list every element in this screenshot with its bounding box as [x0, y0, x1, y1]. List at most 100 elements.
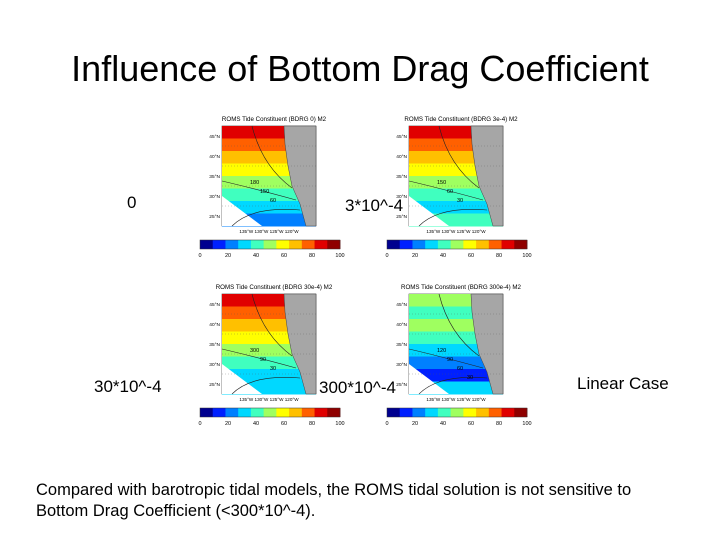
- colorbar-swatch: [488, 408, 502, 417]
- colorbar-swatch: [501, 240, 515, 249]
- colorbar-swatch: [387, 408, 401, 417]
- lat-tick-label: 30°N: [396, 362, 407, 368]
- lat-tick-label: 45°N: [209, 302, 220, 308]
- colorbar-tick-label: 100: [335, 421, 344, 427]
- lat-tick-label: 35°N: [396, 174, 407, 180]
- colorbar-tick-label: 80: [309, 253, 315, 259]
- contour-label: 60: [270, 198, 276, 204]
- ocean-band: [409, 188, 503, 202]
- colorbar-swatch: [387, 240, 401, 249]
- colorbar-tick-label: 100: [522, 421, 531, 427]
- contour-line: [251, 125, 293, 189]
- colorbar-swatch: [514, 240, 528, 249]
- contour-label: 300: [250, 348, 259, 354]
- colorbar-tick-label: 100: [335, 253, 344, 259]
- land-mass: [283, 125, 317, 227]
- contour-line: [438, 125, 480, 189]
- colorbar-swatch: [437, 240, 452, 249]
- lon-tick-labels: 135°W 130°W 125°W 120°W: [239, 397, 299, 402]
- colorbar-swatch: [327, 240, 341, 249]
- contour-line: [231, 377, 301, 395]
- colorbar-swatch: [425, 408, 439, 417]
- colorbar-swatch: [476, 408, 490, 417]
- colorbar-swatch: [437, 408, 452, 417]
- contour-label: 180: [250, 180, 259, 186]
- contour-line: [221, 348, 297, 369]
- contour-line: [408, 348, 484, 369]
- colorbar-tick-label: 40: [440, 253, 446, 259]
- map-title: ROMS Tide Constituent (BDRG 0) M2: [222, 116, 327, 123]
- colorbar-swatch: [263, 240, 277, 249]
- colorbar-swatch: [301, 240, 315, 249]
- lat-tick-label: 25°N: [396, 382, 407, 388]
- colorbar-swatch: [399, 240, 413, 249]
- contour-label: 30: [467, 375, 473, 381]
- colorbar-swatch: [200, 240, 214, 249]
- lat-tick-label: 40°N: [396, 154, 407, 160]
- colorbar-frame: [386, 239, 528, 250]
- colorbar-swatch: [200, 408, 214, 417]
- ocean-band: [222, 369, 316, 382]
- lon-tick-labels: 135°W 130°W 125°W 120°W: [426, 397, 486, 402]
- lat-tick-label: 40°N: [396, 322, 407, 328]
- lat-tick-label: 25°N: [209, 382, 220, 388]
- contour-label: 60: [457, 366, 463, 372]
- map-panel-bdrg-30e-4: ROMS Tide Constituent (BDRG 30e-4) M2 300…: [196, 280, 346, 443]
- colorbar-swatch: [425, 240, 439, 249]
- slide-title: Influence of Bottom Drag Coefficient: [71, 48, 649, 89]
- contour-label: 90: [260, 357, 266, 363]
- domain-mask: [222, 196, 262, 226]
- colorbar-swatch: [412, 408, 426, 417]
- colorbar-swatch: [314, 240, 328, 249]
- ocean-band: [409, 369, 503, 382]
- contour-label: 90: [447, 357, 453, 363]
- label-bdrg-30e-4: 30*10^-4: [94, 377, 162, 396]
- contour-line: [418, 377, 488, 395]
- contour-line: [408, 180, 484, 201]
- contour-label: 30: [270, 366, 276, 372]
- lat-tick-label: 35°N: [209, 342, 220, 348]
- colorbar-swatch: [450, 408, 464, 417]
- ocean-band: [222, 356, 316, 370]
- colorbar-swatch: [225, 408, 239, 417]
- colorbar-swatch: [488, 240, 502, 249]
- colorbar-swatch: [289, 240, 303, 249]
- colorbar-frame: [199, 239, 341, 250]
- label-linear-case: Linear Case: [577, 374, 669, 393]
- contour-line: [438, 293, 480, 357]
- colorbar-swatch: [212, 408, 226, 417]
- contour-label: 30: [457, 198, 463, 204]
- label-bdrg-300e-4: 300*10^-4: [319, 378, 396, 397]
- colorbar-swatch: [450, 240, 464, 249]
- contour-line: [231, 209, 301, 227]
- colorbar-swatch: [276, 408, 290, 417]
- map-figure: ROMS Tide Constituent (BDRG 30e-4) M2 300…: [198, 284, 344, 427]
- colorbar-swatch: [463, 408, 477, 417]
- map-panel-bdrg-3e-4: ROMS Tide Constituent (BDRG 3e-4) M2 150 6…: [383, 112, 533, 275]
- colorbar-swatch: [238, 240, 252, 249]
- colorbar-swatch: [225, 240, 239, 249]
- ocean-band: [409, 201, 503, 214]
- colorbar-tick-label: 80: [309, 421, 315, 427]
- label-bdrg-3e-4: 3*10^-4: [345, 196, 404, 215]
- colorbar-swatch: [399, 408, 413, 417]
- ocean-band: [409, 356, 503, 370]
- label-bdrg-0: 0: [127, 193, 137, 212]
- colorbar-swatch: [301, 408, 315, 417]
- lat-tick-label: 25°N: [396, 214, 407, 220]
- contour-line: [418, 209, 488, 227]
- colorbar-tick-label: 60: [468, 421, 474, 427]
- map-figure: ROMS Tide Constituent (BDRG 3e-4) M21506…: [385, 116, 531, 259]
- colorbar-swatch: [238, 408, 252, 417]
- map-title: ROMS Tide Constituent (BDRG 300e-4) M2: [401, 284, 522, 291]
- colorbar-swatch: [250, 240, 265, 249]
- colorbar-tick-label: 0: [385, 421, 388, 427]
- colorbar-swatch: [327, 408, 341, 417]
- colorbar-swatch: [276, 240, 290, 249]
- domain-mask: [409, 196, 449, 226]
- contour-label: 150: [260, 189, 269, 195]
- lon-tick-labels: 135°W 130°W 125°W 120°W: [239, 229, 299, 234]
- lat-tick-label: 45°N: [396, 134, 407, 140]
- map-title: ROMS Tide Constituent (BDRG 30e-4) M2: [216, 284, 333, 291]
- colorbar-tick-label: 0: [198, 253, 201, 259]
